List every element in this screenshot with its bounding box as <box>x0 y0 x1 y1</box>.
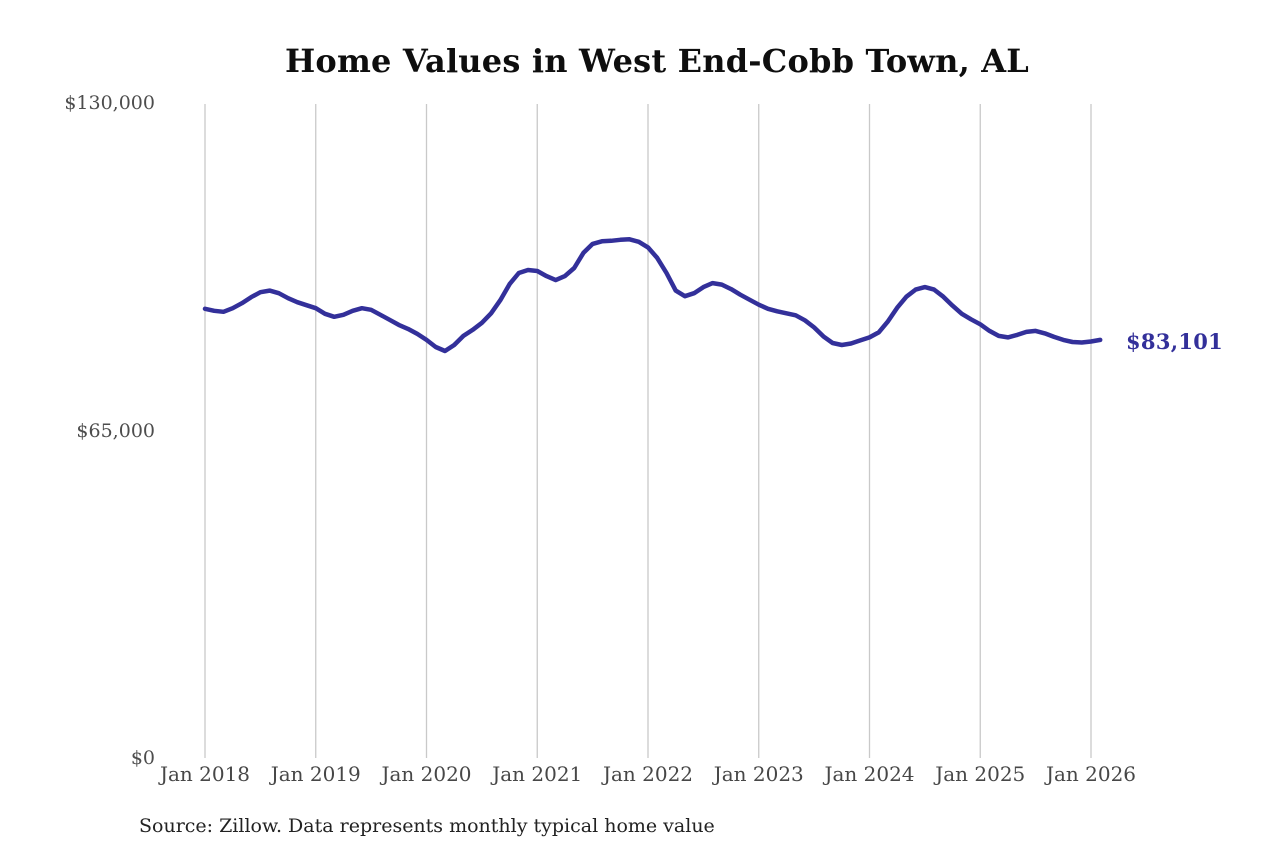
x-axis: Jan 2018 Jan 2019 Jan 2020 Jan 2021 Jan 2022… <box>0 762 1280 792</box>
x-axis-label: Jan 2026 <box>1045 762 1137 786</box>
current-value-label: $83,101 <box>1126 328 1224 354</box>
x-axis-label: Jan 2023 <box>713 762 804 786</box>
y-axis-tick-130000: $130,000 <box>64 92 155 114</box>
x-axis-label: Jan 2022 <box>602 762 694 786</box>
y-axis-tick-0: $0 <box>130 747 155 769</box>
home-value-series-line <box>202 237 1103 354</box>
x-axis-label: Jan 2019 <box>270 762 361 786</box>
source-note: Source: Zillow. Data represents monthly … <box>139 815 715 837</box>
x-axis-label: Jan 2025 <box>935 762 1026 786</box>
chart-title: Home Values in West End-Cobb Town, AL <box>284 42 1029 80</box>
x-axis-label: Jan 2021 <box>492 762 583 786</box>
x-axis-label: Jan 2018 <box>159 762 251 786</box>
x-axis-label: Jan 2024 <box>824 762 915 786</box>
y-axis-tick-65000: $65,000 <box>76 420 155 442</box>
x-axis-label: Jan 2020 <box>381 762 472 786</box>
